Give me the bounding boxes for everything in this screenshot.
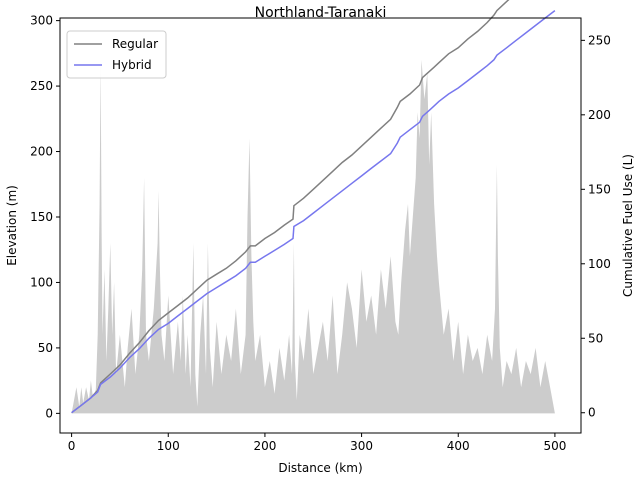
legend: Regular Hybrid <box>66 30 167 79</box>
elevation-area <box>71 59 555 414</box>
y-axis-title: Elevation (m) <box>5 185 19 266</box>
chart-title: Northland-Taranaki <box>255 5 387 21</box>
series-line-regular <box>71 0 510 414</box>
axes-layer: 0 100 200 300 400 500 0 50 100 150 200 250 300 0 50 100… <box>30 14 611 453</box>
x-tick-label: 200 <box>253 439 276 453</box>
fuel-lines-layer <box>71 0 556 414</box>
x-tick-label: 0 <box>68 439 76 453</box>
x-tick-label: 500 <box>543 439 566 453</box>
y-tick-label: 300 <box>30 14 53 28</box>
legend-label-regular: Regular <box>112 37 158 51</box>
x-axis-title: Distance (km) <box>278 461 362 475</box>
x-tick-label: 100 <box>157 439 180 453</box>
y-tick-label: 200 <box>30 145 53 159</box>
y2-tick-label: 200 <box>588 108 611 122</box>
y-tick-label: 0 <box>45 406 53 420</box>
y-tick-label: 150 <box>30 210 53 224</box>
y-tick-label: 100 <box>30 275 53 289</box>
y-tick-label: 250 <box>30 79 53 93</box>
y2-axis-title: Cumulative Fuel Use (L) <box>621 154 635 297</box>
y-tick-label: 50 <box>38 341 53 355</box>
legend-box <box>66 30 167 79</box>
y2-tick-label: 50 <box>588 331 603 345</box>
legend-label-hybrid: Hybrid <box>112 58 152 72</box>
series-line-hybrid <box>71 10 556 414</box>
plot-frame <box>59 17 582 434</box>
elevation-layer <box>71 59 555 414</box>
y2-tick-label: 150 <box>588 182 611 196</box>
x-tick-label: 300 <box>350 439 373 453</box>
y2-tick-label: 100 <box>588 257 611 271</box>
y2-tick-label: 250 <box>588 33 611 47</box>
y2-tick-label: 0 <box>588 406 596 420</box>
x-tick-label: 400 <box>447 439 470 453</box>
